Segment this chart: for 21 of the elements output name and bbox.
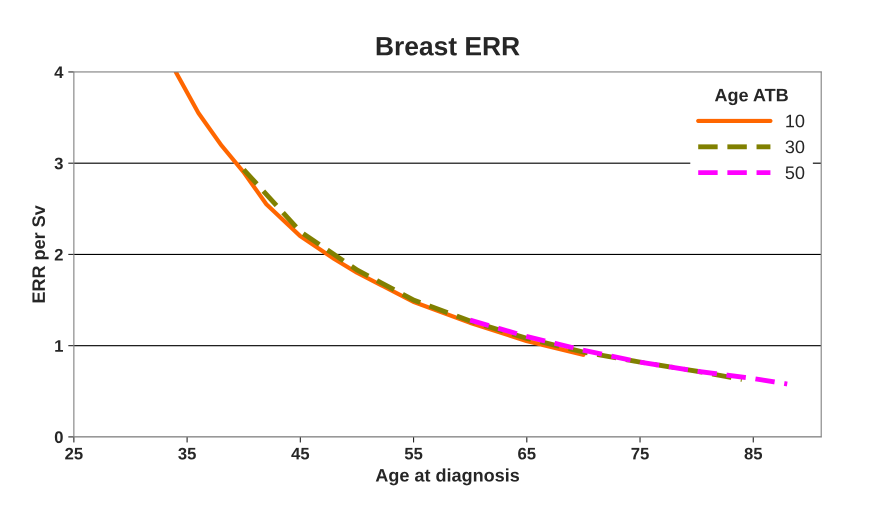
legend-label: 50 [786, 166, 804, 180]
y-tick-label: 4 [54, 66, 64, 78]
y-tick-label: 3 [54, 158, 63, 170]
line-series [468, 318, 790, 386]
x-tick-label: 85 [744, 448, 762, 460]
x-tick-label: 35 [178, 448, 196, 460]
x-axis-title: Age at diagnosis [376, 468, 520, 486]
chart-title: Breast ERR [376, 37, 520, 56]
legend-title: Age ATB [714, 88, 788, 106]
x-tick-label: 65 [518, 448, 536, 460]
y-tick-label: 1 [55, 340, 63, 352]
legend-label: 10 [786, 114, 804, 128]
legend-label: 30 [786, 140, 804, 154]
y-axis-title: ERR per Sv [32, 205, 49, 302]
y-tick-label: 2 [54, 248, 63, 260]
x-tick-label: 45 [291, 448, 310, 460]
x-tick-label: 75 [631, 448, 649, 460]
line-series [241, 167, 744, 382]
x-tick-label: 55 [404, 448, 422, 460]
y-tick-label: 0 [54, 431, 63, 444]
x-tick-label: 25 [65, 448, 83, 460]
